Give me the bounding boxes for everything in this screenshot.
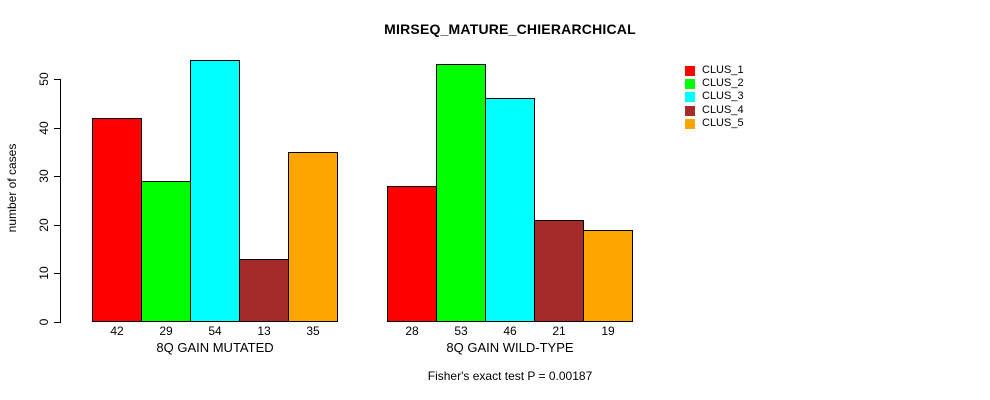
legend-swatch-clus_4	[685, 105, 695, 116]
bar-value-label: 35	[306, 324, 320, 338]
chart-title: MIRSEQ_MATURE_CHIERARCHICAL	[384, 21, 636, 37]
legend-swatch-clus_1	[685, 65, 695, 76]
legend-item-clus_2: CLUS_2	[685, 78, 744, 89]
legend-label: CLUS_4	[702, 104, 744, 116]
bar-clus_4-group1	[534, 220, 584, 322]
fisher-test-annotation: Fisher's exact test P = 0.00187	[427, 369, 593, 383]
y-tick-label: 50	[37, 72, 51, 86]
bar-value-label: 13	[257, 324, 271, 338]
x-group-label-mutated: 8Q GAIN MUTATED	[156, 340, 274, 355]
y-tick-mark	[54, 79, 60, 80]
y-tick-label: 40	[37, 121, 51, 135]
bar-clus_4-group0	[239, 259, 289, 322]
bar-value-label: 53	[454, 324, 468, 338]
legend-label: CLUS_5	[702, 117, 744, 129]
bar-value-label: 46	[503, 324, 517, 338]
legend-swatch-clus_5	[685, 118, 695, 129]
y-axis-line	[60, 79, 61, 323]
legend-item-clus_3: CLUS_3	[685, 91, 744, 102]
bar-value-label: 21	[552, 324, 566, 338]
bar-clus_1-group0	[92, 118, 142, 322]
bar-value-label: 29	[159, 324, 173, 338]
bar-clus_1-group1	[387, 186, 437, 322]
bar-value-label: 42	[110, 324, 124, 338]
legend-swatch-clus_3	[685, 91, 695, 102]
bar-value-label: 54	[208, 324, 222, 338]
legend-label: CLUS_1	[702, 64, 744, 76]
y-tick-label: 0	[37, 318, 51, 326]
legend-swatch-clus_2	[685, 78, 695, 89]
legend-label: CLUS_3	[702, 90, 744, 102]
y-tick-mark	[54, 176, 60, 177]
bar-value-label: 19	[601, 324, 615, 338]
bar-value-label: 28	[405, 324, 419, 338]
legend-label: CLUS_2	[702, 77, 744, 89]
x-group-label-wild-type: 8Q GAIN WILD-TYPE	[446, 340, 574, 355]
y-tick-mark	[54, 128, 60, 129]
legend-item-clus_5: CLUS_5	[685, 118, 744, 129]
y-tick-mark	[54, 322, 60, 323]
legend-item-clus_1: CLUS_1	[685, 65, 744, 76]
y-tick-mark	[54, 225, 60, 226]
bar-clus_2-group0	[141, 181, 191, 322]
y-axis-label: number of cases	[5, 143, 19, 233]
bar-clus_5-group1	[583, 230, 633, 322]
bar-clus_5-group0	[288, 152, 338, 322]
bar-clus_2-group1	[436, 64, 486, 322]
bar-clus_3-group0	[190, 60, 240, 322]
bar-clus_3-group1	[485, 98, 535, 322]
y-tick-label: 20	[37, 218, 51, 232]
y-tick-label: 10	[37, 266, 51, 280]
y-tick-mark	[54, 273, 60, 274]
legend-item-clus_4: CLUS_4	[685, 105, 744, 116]
y-tick-label: 30	[37, 169, 51, 183]
